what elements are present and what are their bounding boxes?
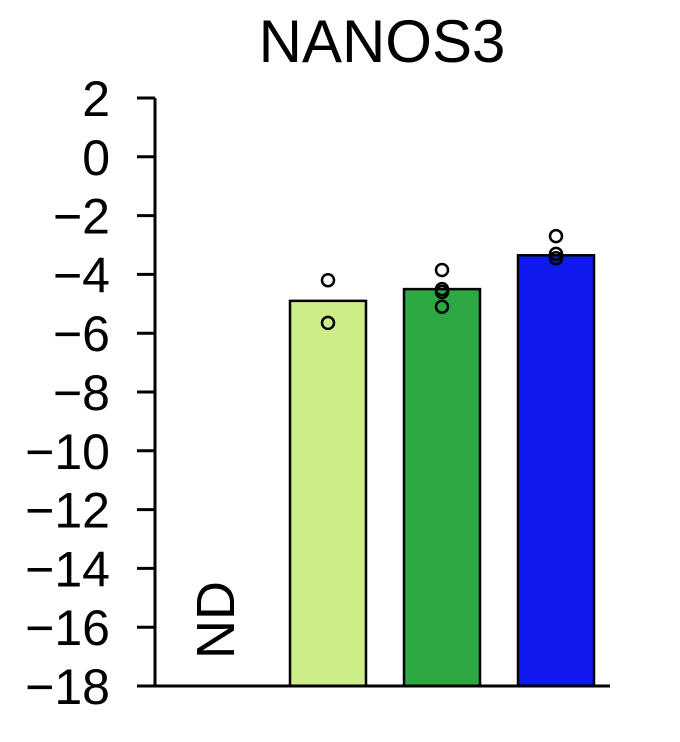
y-tick-label: 0	[82, 130, 110, 186]
data-point	[434, 262, 450, 278]
y-tick-label: −2	[53, 189, 110, 245]
data-point	[320, 315, 336, 331]
bar	[402, 287, 482, 688]
y-axis: 20−2−4−6−8−10−12−14−16−18	[25, 71, 157, 715]
y-tick-label: −10	[25, 424, 110, 480]
y-tick-label: −8	[53, 365, 110, 421]
y-tick-label: −16	[25, 600, 110, 656]
bar	[288, 299, 368, 688]
data-point	[434, 299, 450, 314]
y-tick-label: −18	[25, 659, 110, 715]
data-point	[548, 250, 564, 266]
y-tick-label: −4	[53, 247, 110, 303]
y-tick-label: −12	[25, 483, 110, 539]
data-point	[320, 273, 336, 288]
data-point	[548, 228, 564, 244]
bars: ND	[186, 254, 596, 688]
not-detected-label: ND	[186, 581, 246, 659]
chart-title: NANOS3	[259, 8, 506, 75]
bar	[516, 254, 596, 688]
data-point	[548, 246, 564, 262]
y-tick-label: −6	[53, 306, 110, 362]
y-tick-label: −14	[25, 541, 110, 597]
y-tick-label: 2	[82, 71, 110, 127]
data-point	[434, 284, 450, 300]
data-points	[320, 228, 564, 331]
